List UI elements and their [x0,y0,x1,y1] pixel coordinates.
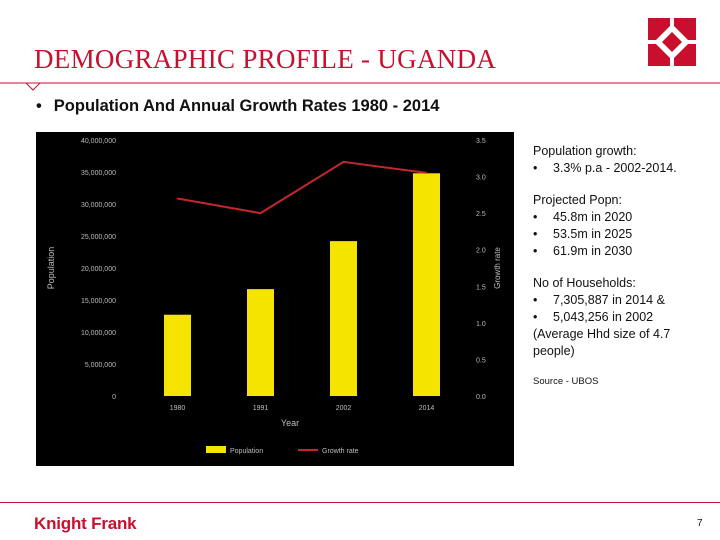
x-tick-label: 2002 [336,405,352,412]
projected-heading: Projected Popn: [533,193,622,207]
bullet-dot: • [36,97,42,115]
growth-rate-point [425,172,428,174]
y2-axis-title: Growth rate [493,247,502,289]
y-tick-label: 5,000,000 [85,362,116,369]
list-item: • 61.9m in 2030 [533,244,633,258]
y-tick-label: 10,000,000 [81,330,116,337]
list-item: • 53.5m in 2025 [533,227,633,241]
y-tick-label: 25,000,000 [81,234,116,241]
growth-rate-point [176,197,179,200]
growth-rate-line [177,160,427,215]
population-bar [164,314,191,396]
section-bullet: • Population And Annual Growth Rates 1980… [36,97,439,116]
households-block: No of Households: • 7,305,887 in 2014 & •… [533,275,713,360]
population-bar [330,241,357,396]
list-item: • 3.3% p.a - 2002-2014. [533,161,677,175]
page-number: 7 [697,518,703,529]
y-tick-label: 40,000,000 [81,138,116,145]
y-axis-title: Population [46,247,56,290]
growth-rate-point [342,161,345,163]
list-item: • 5,043,256 in 2002 [533,310,654,324]
y-tick-label: 35,000,000 [81,170,116,177]
growth-rate-point [259,212,262,214]
y-tick-label: 0 [112,394,116,401]
y2-tick-label: 3.0 [476,175,486,182]
x-tick-label: 2014 [419,405,435,412]
y-tick-label: 20,000,000 [81,266,116,273]
source-note: Source - UBOS [533,376,599,387]
growth-heading: Population growth: [533,144,637,158]
x-tick-label: 1991 [253,405,269,412]
section-heading: Population And Annual Growth Rates 1980 … [53,97,440,115]
population-bar [413,173,440,396]
legend-swatch-population [206,446,226,453]
list-item: • 7,305,887 in 2014 & [533,293,665,307]
y-tick-label: 30,000,000 [81,202,116,209]
growth-block: Population growth: • 3.3% p.a - 2002-2014… [533,143,713,177]
list-item: • 45.8m in 2020 [533,210,633,224]
x-axis-title: Year [281,418,299,428]
knight-frank-logo-icon [648,18,696,66]
legend-label-growth: Growth rate [322,448,359,455]
y2-tick-label: 3.5 [476,138,486,145]
y-tick-label: 15,000,000 [81,298,116,305]
projected-block: Projected Popn: • 45.8m in 2020 • 53.5m in… [533,192,713,260]
x-tick-label: 1980 [170,405,186,412]
households-note: (Average Hhd size of 4.7 people) [533,327,671,358]
footer-divider [0,502,720,503]
population-bar [247,289,274,396]
notes-panel: Population growth: • 3.3% p.a - 2002-2014… [533,143,713,390]
brand-logo: Knight Frank [34,514,137,533]
y2-tick-label: 2.0 [476,248,486,255]
title-divider [0,82,720,91]
households-heading: No of Households: [533,276,636,290]
population-chart: 0 5,000,000 10,000,000 15,000,000 20,000,000… [36,132,514,466]
y2-tick-label: 0.5 [476,357,486,364]
y2-tick-label: 0.0 [476,394,486,401]
slide-title: DEMOGRAPHIC PROFILE - UGANDA [34,44,497,74]
chart-canvas: 0 5,000,000 10,000,000 15,000,000 20,000,000… [46,138,502,455]
y2-tick-label: 2.5 [476,211,486,218]
legend-label-population: Population [230,448,263,455]
y2-tick-label: 1.0 [476,321,486,328]
y2-tick-label: 1.5 [476,284,486,291]
